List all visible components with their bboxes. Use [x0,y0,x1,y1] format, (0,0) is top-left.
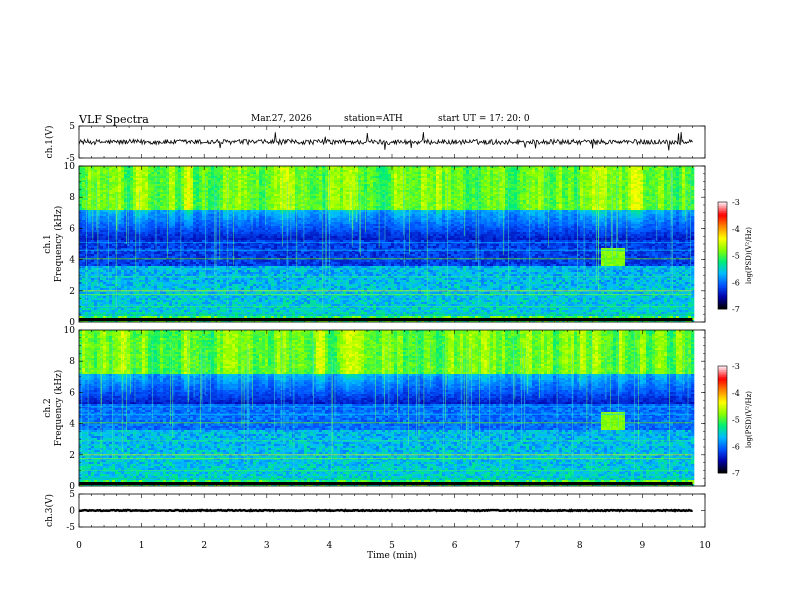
ch1-spectrogram-ylabel: Frequency (kHz) [53,206,64,283]
ch2-spectrogram-colorbar-label: log(PSD)(V²/Hz) [745,391,753,448]
ch1-spectrogram-colorbar-tick: -6 [732,278,740,287]
ch2-spectrogram-ytick-label: 10 [64,326,76,336]
xtick-label: 0 [76,541,82,551]
ch3-waveform-ytick-label: -5 [66,523,75,533]
ch1-spectrogram-ytick-label: 10 [64,162,76,172]
ch1-spectrogram-channel-label: ch.1 [43,234,53,253]
ch3-waveform-ylabel: ch.3(V) [44,494,55,527]
ch1-spectrogram-colorbar [717,201,728,310]
ch2-spectrogram-ytick-label: 4 [69,420,75,430]
xtick-label: 7 [514,541,520,551]
xtick-label: 9 [640,541,646,551]
ch2-spectrogram-colorbar [717,365,728,474]
ch2-spectrogram-ytick-label: 6 [69,388,75,398]
ch2-spectrogram-ytick-label: 8 [69,357,75,367]
ch3-waveform-ytick-label: 0 [69,507,75,517]
ch2-spectrogram-colorbar-tick: -5 [732,416,740,425]
ch1-waveform-ytick-label: 5 [69,122,75,132]
ch2-spectrogram-colorbar-tick: -7 [732,469,740,478]
ch1-spectrogram-ytick-label: 0 [69,318,75,328]
ch2-spectrogram-channel-label: ch.2 [43,398,53,417]
ch1-spectrogram-ytick-label: 6 [69,224,75,234]
ch1-waveform-ytick-label: -5 [66,154,75,164]
ch3-waveform-line [78,508,694,513]
ch1-spectrogram-colorbar-tick: -7 [732,305,740,314]
xtick-label: 1 [139,541,145,551]
ch3-waveform-ytick-label: 5 [69,490,75,500]
ch2-spectrogram-colorbar-tick: -4 [732,389,740,398]
xtick-label: 2 [201,541,207,551]
date-label: Mar.27, 2026 [251,114,312,124]
xtick-label: 4 [327,541,333,551]
ch2-spectrogram-colorbar-tick: -6 [732,442,740,451]
ch2-spectrogram-ytick-label: 2 [69,451,75,461]
ch1-spectrogram-colorbar-label: log(PSD)(V²/Hz) [745,227,753,284]
ch1-spectrogram-colorbar-tick: -4 [732,225,740,234]
station-label: station=ATH [344,114,403,124]
ch1-spectrogram-colorbar-tick: -5 [732,252,740,261]
ch1-spectrogram-ytick-label: 4 [69,256,75,266]
ch1-spectrogram-ytick-label: 2 [69,287,75,297]
spectrogram-ch2 [79,330,695,487]
xtick-label: 5 [389,541,395,551]
chart-title: VLF Spectra [79,113,149,126]
spectrogram-ch1 [78,166,695,323]
start-time-label: start UT = 17: 20: 0 [438,114,530,124]
ch2-spectrogram-colorbar-tick: -3 [732,362,740,371]
xtick-label: 8 [577,541,583,551]
ch1-spectrogram-colorbar-tick: -3 [732,198,740,207]
ch1-waveform-ylabel: ch.1(V) [44,126,55,159]
ch1-spectrogram-ytick-label: 8 [69,193,75,203]
xaxis-label: Time (min) [367,550,417,561]
ch2-spectrogram-ylabel: Frequency (kHz) [53,370,64,447]
xtick-label: 6 [452,541,458,551]
xtick-label: 10 [699,541,711,551]
ch1-waveform-line [78,132,693,151]
xtick-label: 3 [264,541,270,551]
ch2-spectrogram-ytick-label: 0 [69,482,75,492]
